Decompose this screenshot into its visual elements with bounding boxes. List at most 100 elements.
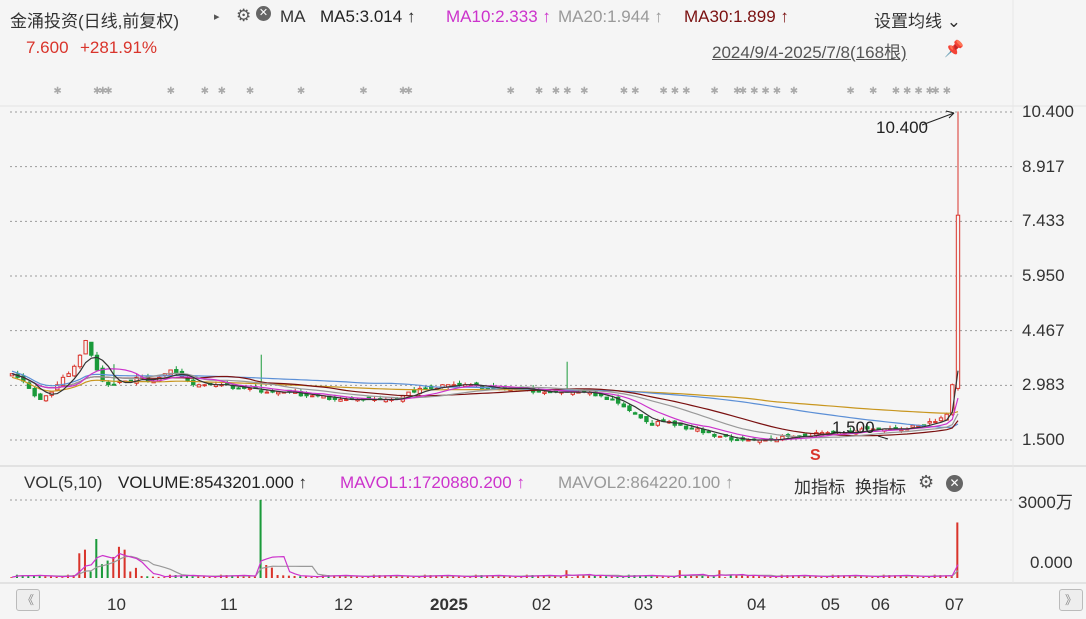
stock-title[interactable]: 金涌投资(日线,前复权) [10, 12, 180, 31]
date-range[interactable]: 2024/9/4-2025/7/8(168根) [712, 43, 907, 62]
candle-body [542, 391, 547, 394]
volume-bar [746, 575, 749, 578]
volume-bar [950, 575, 953, 578]
event-marker-icon: ✱ [53, 86, 61, 97]
volume-bar [763, 576, 766, 578]
volume-bar [406, 576, 409, 578]
volume-bar [214, 577, 217, 578]
volume-bar [752, 575, 755, 578]
candle-body [344, 398, 349, 401]
candle-body [60, 376, 66, 387]
month-tick-label: 04 [747, 595, 766, 614]
candle-body [202, 384, 207, 387]
gear-icon[interactable]: ⚙ [236, 6, 252, 25]
volume-bar [537, 575, 540, 578]
volume-bar [265, 565, 268, 578]
volume-bar [316, 577, 319, 578]
volume-bar [905, 575, 908, 578]
price-axis-tick: 4.467 [1022, 320, 1065, 340]
candle-body [655, 421, 660, 426]
volume-bar [333, 575, 336, 578]
volume-bar [803, 575, 806, 578]
event-marker-icon: ✱ [246, 86, 254, 97]
volume-gear-icon[interactable]: ⚙ [918, 472, 935, 492]
volume-bar [514, 576, 517, 578]
volume-bar [191, 575, 194, 578]
scroll-left-button[interactable]: 《 [16, 589, 40, 611]
volume-bar [707, 576, 710, 578]
volume-bar [367, 577, 370, 578]
volume-bar [83, 549, 86, 578]
event-marker-icon: ✱ [926, 86, 934, 97]
event-marker-icon: ✱ [846, 86, 854, 97]
event-marker-icon: ✱ [733, 86, 741, 97]
volume-bar [548, 575, 551, 578]
volume-bar [157, 576, 160, 578]
volume-bar [117, 546, 120, 578]
month-tick-label: 03 [634, 595, 653, 614]
candle-body [94, 354, 100, 371]
volume-bar [588, 575, 591, 578]
candle-body [604, 396, 609, 400]
settings-ma-button[interactable]: 设置均线 ⌄ [874, 12, 961, 31]
candle-body [910, 424, 915, 428]
month-tick-label: 06 [871, 595, 890, 614]
candle-body [83, 339, 88, 355]
candle-body [196, 384, 202, 388]
event-marker-icon: ✱ [563, 86, 571, 97]
candle-body [610, 398, 615, 401]
volume-bar [622, 577, 625, 578]
volume-bar [684, 575, 687, 578]
event-marker-icon: ✱ [580, 86, 588, 97]
volume-bar [639, 575, 642, 578]
volume-bar [231, 575, 234, 578]
volume-bar [276, 575, 279, 578]
month-tick-label: 11 [220, 595, 238, 614]
event-marker-icon: ✱ [659, 86, 667, 97]
event-marker-icon: ✱ [535, 86, 543, 97]
volume-bar [310, 576, 313, 578]
volume-bar [673, 577, 676, 578]
volume-bar [435, 575, 438, 578]
volume-bar [134, 567, 137, 578]
month-tick-label: 2025 [430, 595, 468, 614]
volume-bar [10, 577, 13, 578]
signal-marker: S [810, 447, 821, 464]
volume-bar [180, 575, 183, 578]
event-marker-icon: ✱ [739, 86, 747, 97]
candle-body [310, 395, 315, 398]
add-indicator-button[interactable]: 加指标 [794, 478, 845, 497]
volume-bar [899, 575, 902, 578]
event-marker-icon: ✱ [710, 86, 718, 97]
volume-bar [89, 571, 92, 578]
volume-close-icon[interactable]: ✕ [946, 475, 963, 492]
volume-value: VOLUME:8543201.000 ↑ [118, 473, 308, 492]
close-icon[interactable]: ✕ [256, 6, 271, 21]
candle-body [831, 430, 836, 434]
low-annotation: 1.500 [832, 418, 875, 437]
candle-body [734, 439, 740, 442]
candle-body [89, 341, 94, 356]
candle-body [32, 387, 37, 397]
swap-indicator-button[interactable]: 换指标 [855, 478, 906, 497]
candle-body [259, 390, 264, 393]
month-tick-label: 12 [334, 595, 353, 614]
volume-bar [656, 576, 659, 578]
pin-icon[interactable]: 📌 [944, 41, 964, 58]
event-marker-icon: ✱ [167, 86, 175, 97]
volume-bar [718, 570, 721, 578]
event-marker-icon: ✱ [631, 86, 639, 97]
candle-body [689, 427, 694, 430]
volume-bar [384, 575, 387, 578]
scroll-right-button[interactable]: 》 [1059, 589, 1083, 611]
play-icon[interactable]: ▸ [214, 11, 220, 23]
event-marker-icon: ✱ [790, 86, 798, 97]
volume-bar [644, 575, 647, 578]
event-marker-icon: ✱ [99, 86, 107, 97]
price-axis-tick: 2.983 [1022, 375, 1065, 395]
volume-bar [299, 576, 302, 578]
volume-bar [616, 576, 619, 578]
candle-body [729, 437, 734, 441]
volume-bar [877, 577, 880, 578]
